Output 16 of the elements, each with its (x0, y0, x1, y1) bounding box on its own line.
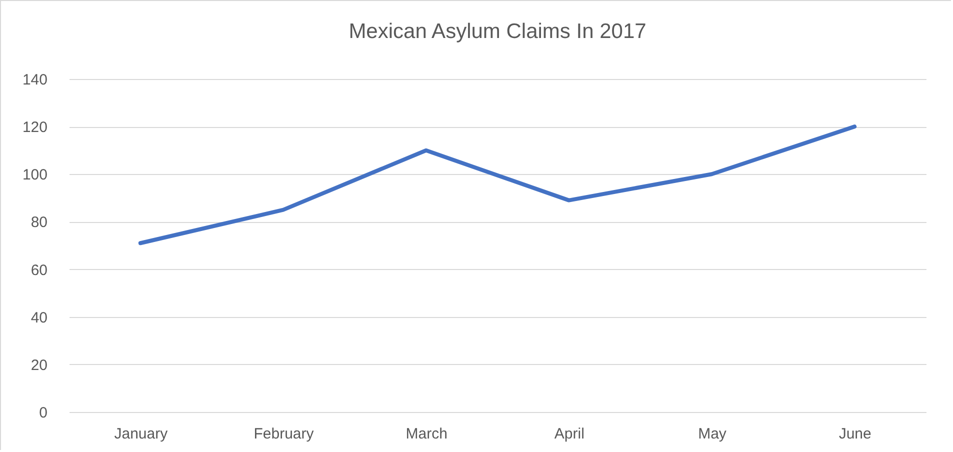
y-tick-label: 20 (30, 356, 48, 374)
x-tick-label: March (406, 426, 448, 442)
y-tick-label: 140 (22, 72, 48, 88)
x-tick-label: February (254, 426, 314, 442)
y-tick-label: 60 (30, 262, 48, 279)
y-tick-label: 120 (22, 119, 48, 136)
y-tick-label: 80 (30, 214, 48, 232)
x-tick-label: June (838, 426, 872, 442)
line-series (138, 124, 857, 246)
y-tick-label: 100 (22, 166, 48, 184)
chart-title: Mexican Asylum Claims In 2017 (348, 20, 646, 43)
x-tick-label: January (114, 426, 168, 442)
x-tick-label: April (554, 426, 584, 442)
y-tick-label: 40 (30, 309, 48, 326)
y-tick-label: 0 (39, 404, 48, 422)
x-tick-label: May (698, 426, 727, 442)
